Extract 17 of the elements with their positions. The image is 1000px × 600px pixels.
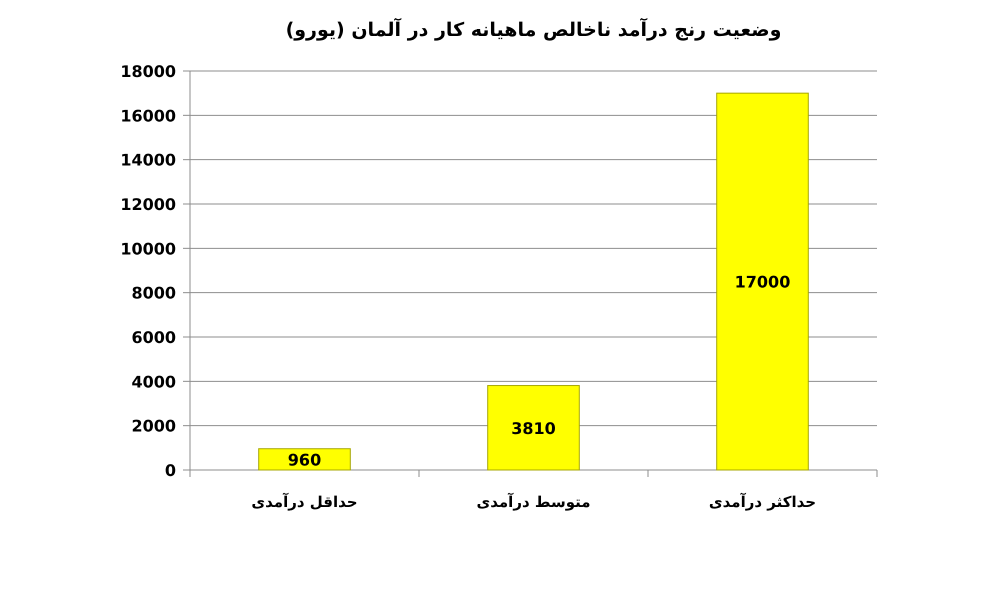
y-tick-label: 18000 bbox=[120, 62, 176, 81]
data-label: 3810 bbox=[511, 418, 556, 438]
title: وضعیت رنج درآمد ناخالص ماهیانه کار در آلمان (یورو) bbox=[286, 19, 782, 41]
y-tick-label: 10000 bbox=[120, 239, 176, 258]
y-tick-label: 14000 bbox=[120, 150, 176, 170]
x-tick-label: متوسط درآمدی bbox=[476, 492, 591, 511]
y-tick-label: 0 bbox=[164, 461, 176, 480]
x-tick-label: حداکثر درآمدی bbox=[708, 492, 816, 511]
y-tick-label: 2000 bbox=[131, 416, 176, 436]
data-label: 17000 bbox=[734, 272, 790, 292]
y-tick-label: 6000 bbox=[131, 328, 176, 347]
data-label: 960 bbox=[288, 450, 322, 470]
y-tick-label: 16000 bbox=[120, 106, 176, 126]
y-tick-label: 4000 bbox=[131, 372, 176, 392]
y-tick-label: 8000 bbox=[131, 284, 176, 303]
y-tick-label: 12000 bbox=[120, 195, 176, 214]
x-tick-label: حداقل درآمدی bbox=[251, 492, 358, 511]
